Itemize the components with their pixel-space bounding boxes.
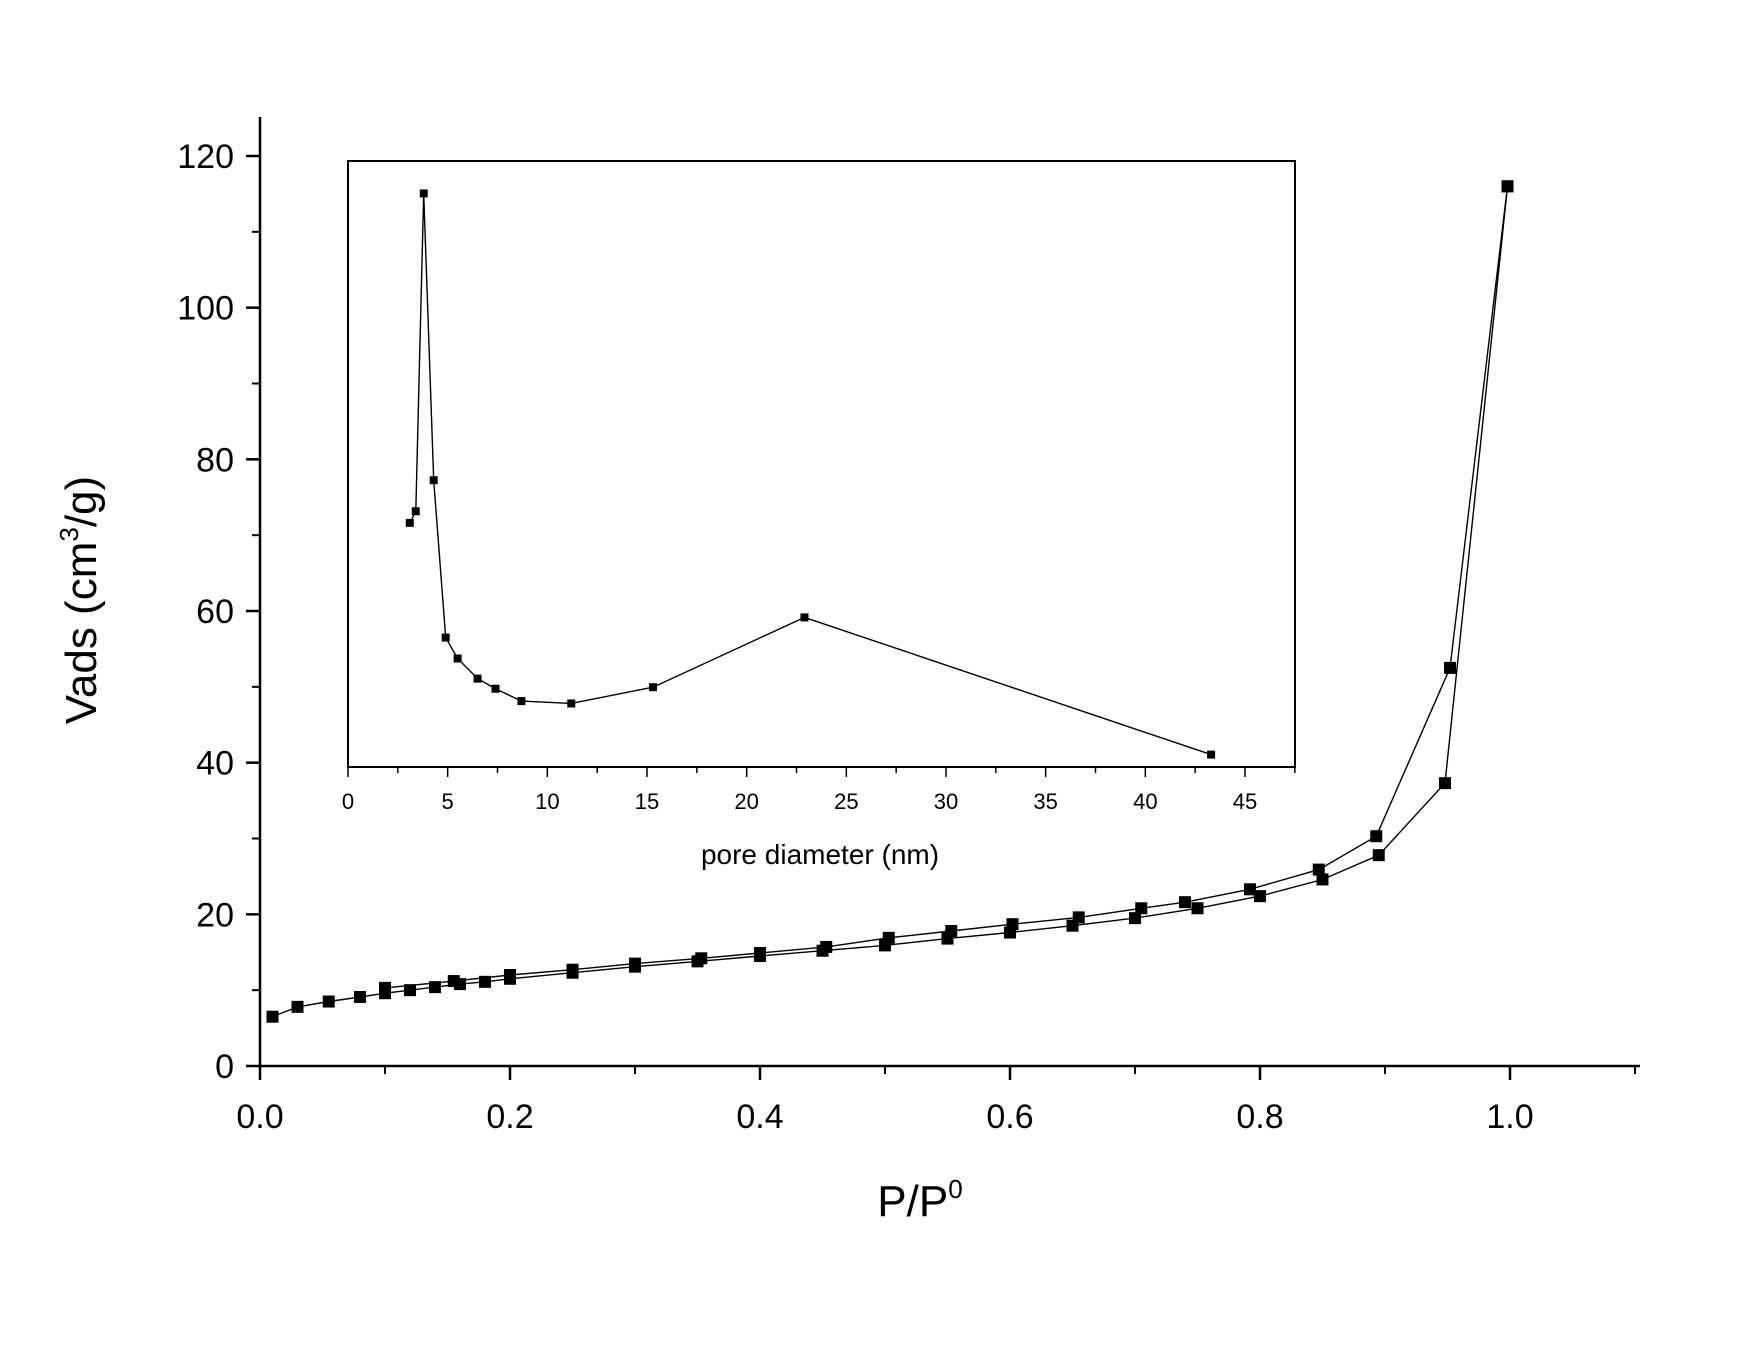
isotherm-point [479, 975, 491, 988]
inset-x-axis-label: pore diameter (nm) [701, 839, 939, 870]
inset-x-tick-label: 0 [342, 789, 354, 814]
label-part: 3 [54, 527, 84, 541]
main-plot: 0.0 0.2 0.4 0.6 0.8 1.0020406080100120P/P0Vad… [54, 117, 1640, 1226]
pore-distribution-point [453, 654, 462, 663]
isotherm-point [1444, 661, 1456, 674]
label-part: P/P [877, 1177, 948, 1226]
pore-distribution-point [441, 633, 450, 642]
pore-distribution-point [517, 697, 526, 706]
isotherm-point [629, 957, 641, 970]
isotherm-point [1312, 863, 1325, 876]
y-tick-label: 120 [177, 138, 234, 176]
isotherm-point [429, 981, 441, 994]
inset-x-tick-label: 25 [834, 789, 858, 814]
x-tick-label: 0.4 [736, 1098, 783, 1136]
isotherm-point [1439, 777, 1451, 790]
isotherm-point [1072, 911, 1085, 924]
isotherm-point [354, 990, 366, 1003]
isotherm-point [379, 981, 391, 994]
x-tick-label: 1.0 [1486, 1098, 1533, 1136]
label-part: 0 [948, 1174, 962, 1204]
isotherm-point [566, 963, 579, 976]
y-tick-label: 60 [196, 593, 234, 631]
pore-distribution-point [800, 613, 809, 622]
isotherm-point [266, 1010, 279, 1023]
x-tick-label: 0.0 [236, 1098, 283, 1136]
inset-x-tick-label: 40 [1133, 789, 1157, 814]
y-axis-label: Vads (cm3/g) [54, 476, 106, 724]
isotherm-point [1316, 873, 1329, 886]
pore-distribution-point [405, 518, 414, 527]
y-tick-label: 100 [177, 290, 234, 328]
isotherm-point [504, 969, 516, 981]
isotherm-point [1370, 830, 1383, 843]
isotherm-point [404, 984, 416, 997]
isotherm-point [447, 975, 460, 988]
inset-x-tick-label: 5 [442, 789, 454, 814]
isotherm-point [945, 925, 958, 938]
isotherm-point [291, 1000, 304, 1013]
isotherm-point [1179, 896, 1191, 909]
pore-distribution-point [1207, 750, 1216, 759]
pore-distribution-point [567, 699, 576, 708]
pore-distribution-point [429, 476, 438, 485]
isotherm-point [1135, 902, 1148, 915]
isotherm-point [695, 952, 708, 965]
pore-distribution-point [473, 674, 482, 683]
isotherm-point [1129, 912, 1141, 925]
inset-x-tick-label: 10 [535, 789, 559, 814]
inset-x-tick-label: 35 [1033, 789, 1057, 814]
y-tick-label: 40 [196, 745, 234, 783]
isotherm-point [1501, 180, 1514, 193]
isotherm-point [754, 947, 766, 960]
inset-x-tick-label: 45 [1233, 789, 1257, 814]
pore-distribution-point [419, 189, 428, 198]
isotherm-point [1006, 918, 1019, 931]
x-tick-label: 0.6 [986, 1098, 1033, 1136]
x-tick-label: 0.8 [1236, 1098, 1283, 1136]
y-tick-label: 0 [215, 1048, 234, 1086]
label-part: /g) [57, 476, 106, 527]
x-tick-label: 0.2 [486, 1098, 533, 1136]
pore-distribution-point [491, 684, 500, 693]
inset-x-tick-label: 15 [635, 789, 659, 814]
pore-distribution-point [411, 507, 420, 516]
y-tick-label: 20 [196, 896, 234, 934]
isotherm-point [1244, 883, 1256, 896]
inset-x-tick-label: 20 [734, 789, 758, 814]
inset-x-tick-label: 30 [934, 789, 958, 814]
y-tick-label: 80 [196, 441, 234, 479]
isotherm-point [322, 995, 335, 1008]
isotherm-point [882, 931, 895, 944]
inset-frame [347, 160, 1296, 768]
isotherm-point [1254, 890, 1266, 903]
isotherm-point [1372, 849, 1385, 862]
pore-distribution-point [648, 683, 657, 692]
isotherm-point [1191, 902, 1204, 915]
isotherm-point [820, 940, 833, 953]
x-axis-label: P/P0 [877, 1174, 962, 1226]
inset-plot: 0 5 10 15 20 25 30 35 40 45 pore diameter (nm) [342, 160, 1296, 870]
label-part: Vads (cm [57, 542, 106, 725]
